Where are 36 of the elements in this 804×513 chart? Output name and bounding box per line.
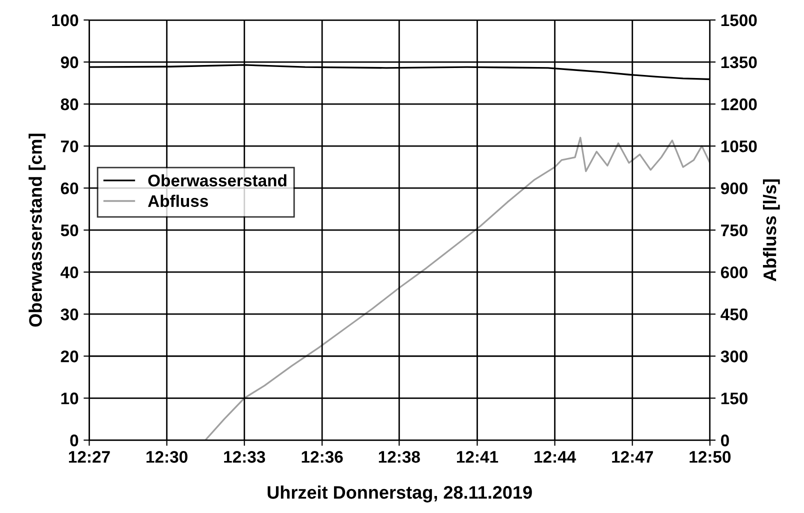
- y-tick-label: 0: [70, 434, 78, 446]
- y2-tick-label: 0: [721, 434, 729, 446]
- y2-tick-label: 300: [720, 350, 748, 362]
- y2-tick-label: 1200: [721, 98, 757, 110]
- y-tick-label: 30: [60, 308, 78, 320]
- x-tick-label: 12:33: [224, 451, 266, 463]
- y-tick-label: 60: [60, 182, 78, 194]
- y-tick-label: 20: [60, 350, 78, 362]
- x-tick-label: 12:30: [146, 451, 188, 463]
- y2-tick-label: 1050: [721, 140, 757, 152]
- y2-tick-label: 600: [720, 266, 748, 278]
- x-tick-label: 12:44: [534, 451, 576, 463]
- y-tick-label: 80: [60, 98, 78, 110]
- x-tick-label: 12:38: [378, 451, 420, 463]
- y-tick-label: 90: [60, 56, 78, 68]
- x-tick-label: 12:47: [612, 451, 653, 463]
- x-tick-label: 12:27: [68, 451, 110, 463]
- legend-label: Oberwasserstand: [148, 174, 286, 186]
- y2-tick-label: 750: [721, 224, 748, 236]
- y-tick-label: 100: [52, 14, 78, 26]
- y2-tick-label: 1500: [721, 14, 757, 26]
- x-tick-label: 12:50: [690, 451, 731, 463]
- y2-axis-title: Abfluss [l/s]: [762, 179, 780, 282]
- y-tick-label: 10: [61, 392, 78, 404]
- y2-tick-label: 150: [721, 392, 748, 404]
- x-tick-label: 12:36: [302, 451, 343, 463]
- y-tick-label: 40: [60, 266, 78, 278]
- y-tick-label: 70: [61, 140, 78, 152]
- y2-tick-label: 450: [720, 308, 748, 320]
- legend-label: Abfluss: [148, 194, 208, 208]
- y-tick-label: 50: [60, 224, 78, 236]
- y2-tick-label: 1350: [721, 56, 757, 68]
- x-tick-label: 12:41: [456, 451, 498, 463]
- y-axis-title: Oberwasserstand [cm]: [28, 134, 46, 327]
- x-axis-title: Uhrzeit Donnerstag, 28.11.2019: [268, 486, 532, 502]
- y2-tick-label: 900: [720, 182, 748, 194]
